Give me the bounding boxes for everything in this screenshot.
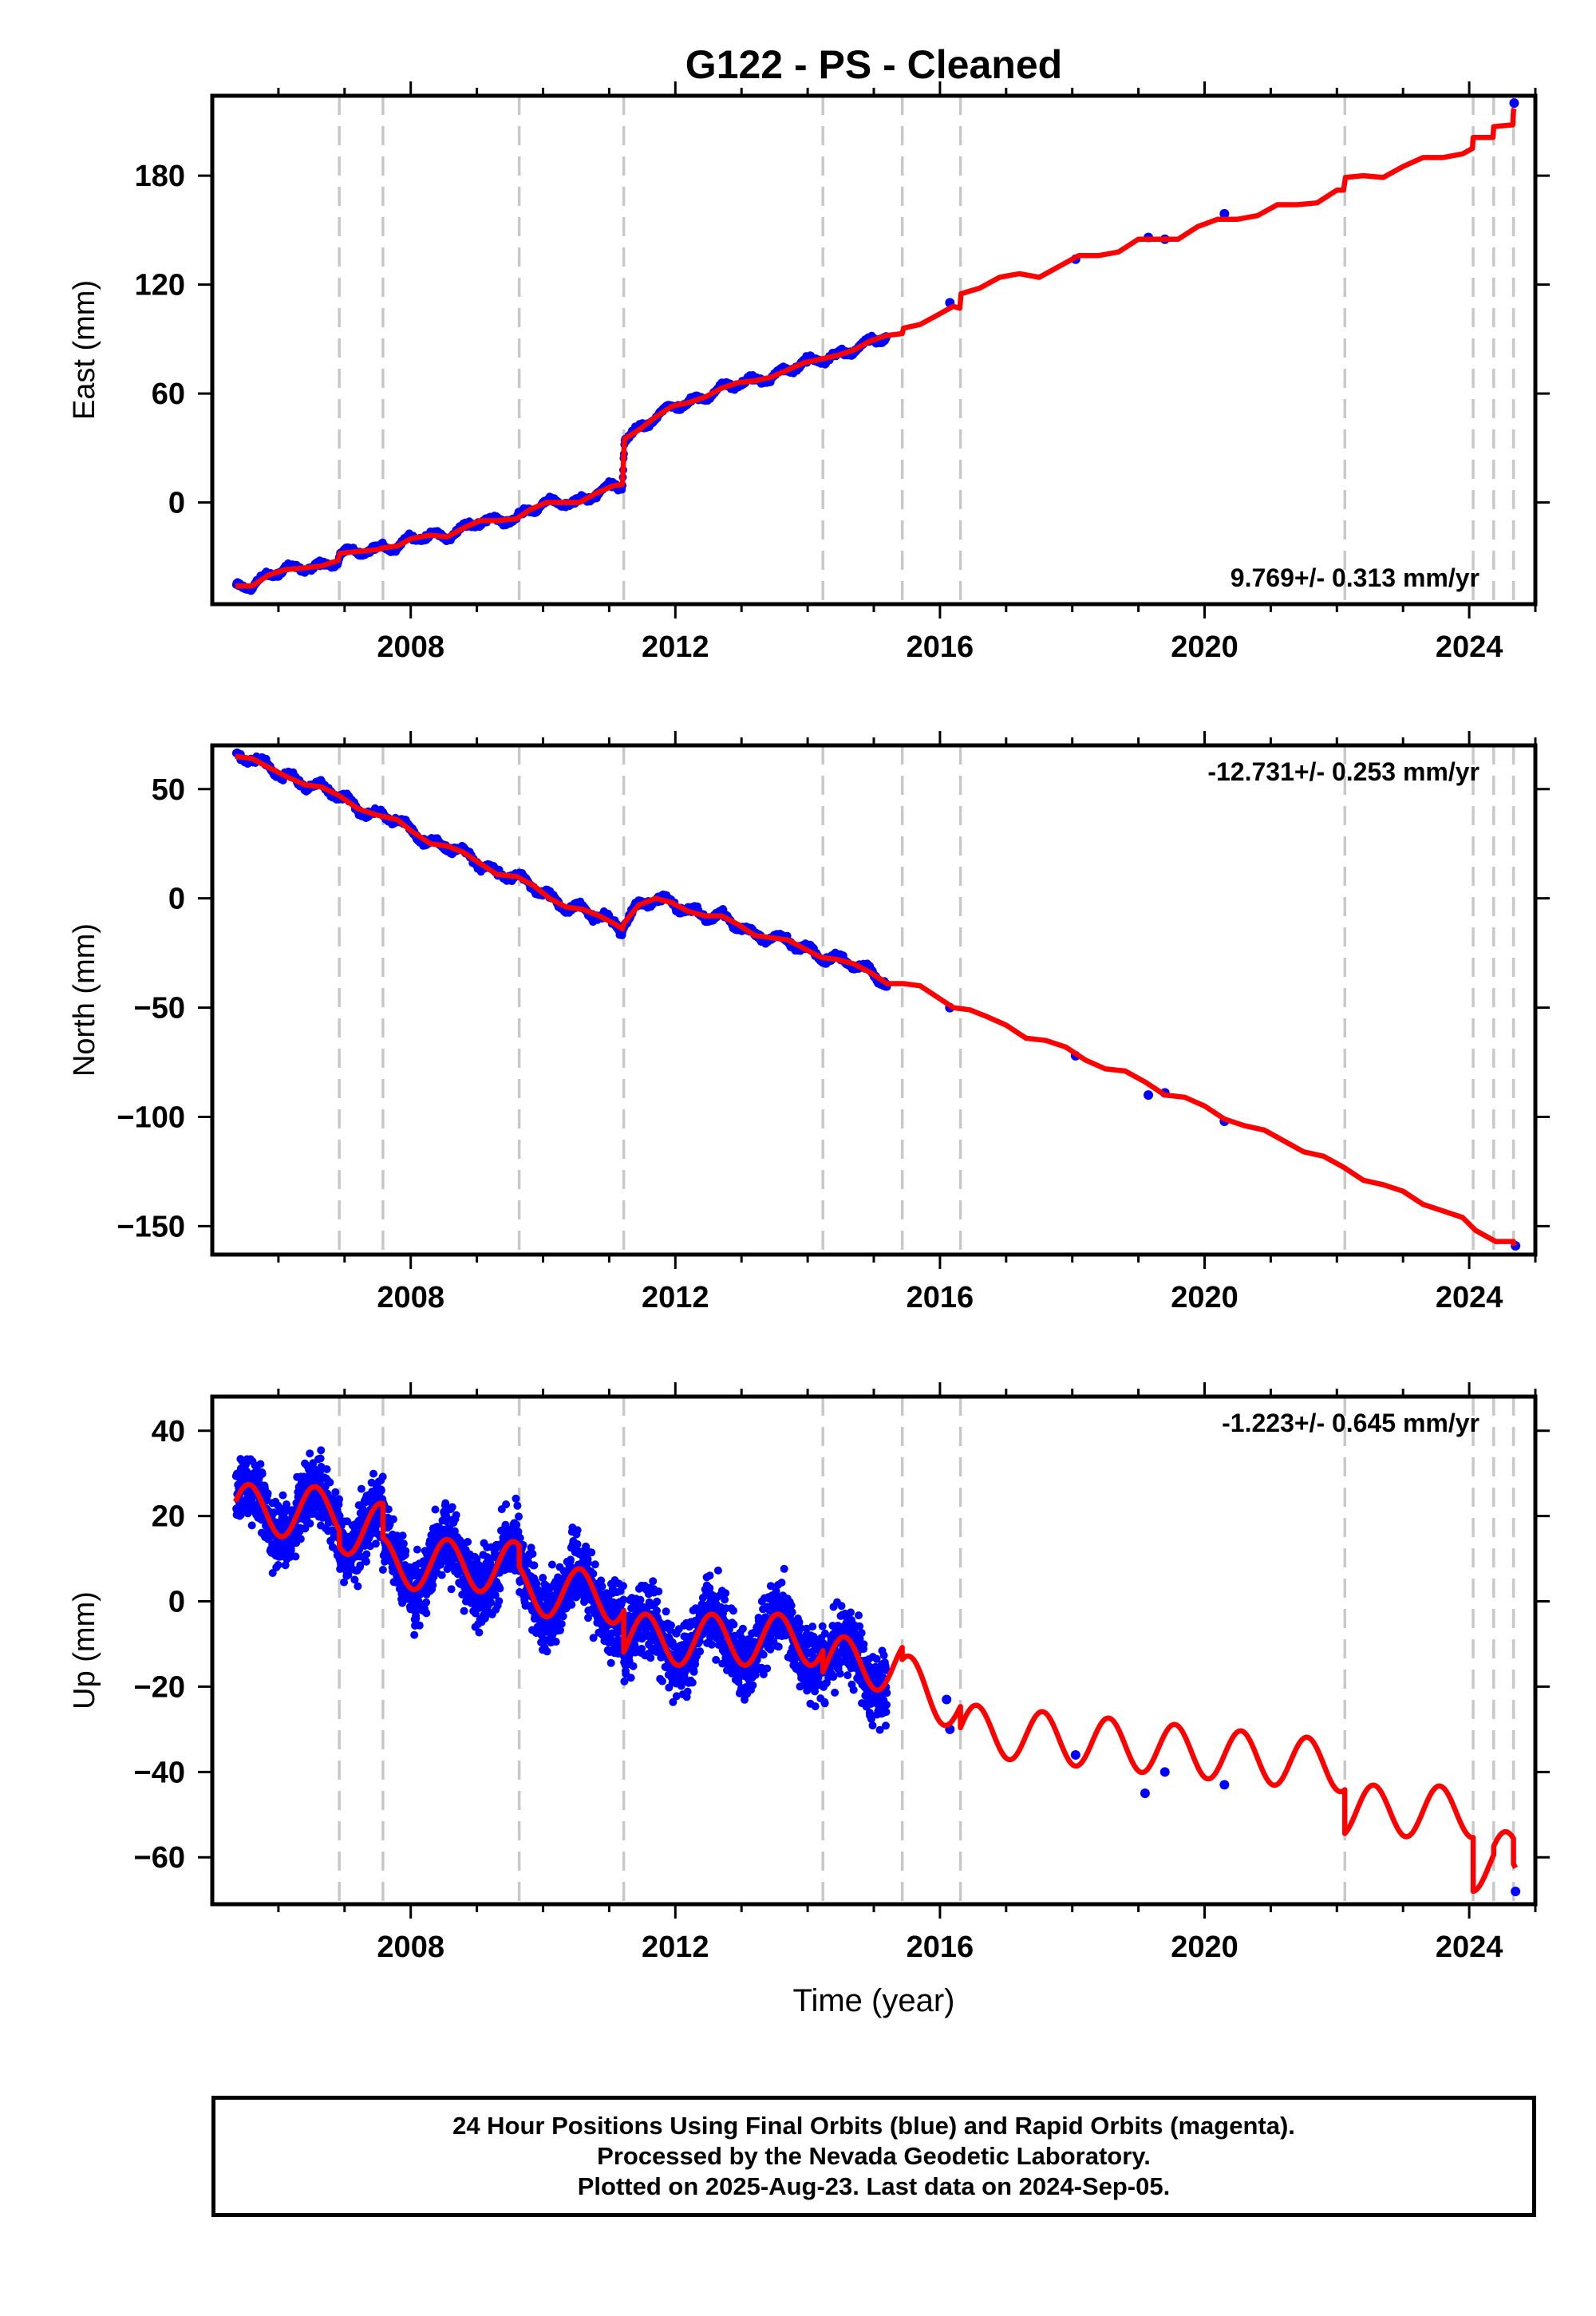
panel-north: −150 −100 −50 0 50 2008 2012 2016 2020 2024 North … xyxy=(68,731,1550,1314)
data-point-up-75 xyxy=(247,1521,256,1530)
xtick-label-east-2: 2016 xyxy=(907,630,974,664)
xtick-label-north-4: 2024 xyxy=(1436,1281,1503,1314)
data-point-up-115 xyxy=(256,1460,265,1468)
data-point-up-899 xyxy=(422,1609,431,1618)
sparse-point-north-2 xyxy=(1144,1090,1154,1101)
xtick-label-east-3: 2020 xyxy=(1171,630,1238,664)
data-point-up-941 xyxy=(431,1505,440,1514)
ytick-label-north-3: 0 xyxy=(168,883,185,916)
ytick-label-north-1: −100 xyxy=(117,1101,185,1134)
data-point-up-993 xyxy=(442,1512,451,1520)
data-point-up-1137 xyxy=(472,1555,481,1563)
data-point-up-1094 xyxy=(464,1538,472,1546)
panel-east: 0 60 120 180 2008 2012 2016 2020 2024 East (mm) 9.… xyxy=(68,81,1550,664)
data-point-up-321 xyxy=(300,1472,308,1481)
data-point-up-615 xyxy=(362,1557,370,1566)
data-point-up-305 xyxy=(296,1535,305,1543)
data-point-up-1021 xyxy=(448,1503,456,1512)
data-point-up-399 xyxy=(316,1454,325,1463)
data-point-up-787 xyxy=(398,1531,407,1540)
data-point-up-850 xyxy=(412,1614,421,1622)
data-point-up-199 xyxy=(274,1561,282,1569)
xtick-label-north-0: 2008 xyxy=(377,1281,444,1314)
data-point-up-867 xyxy=(415,1621,424,1630)
ylabel-east: East (mm) xyxy=(68,280,101,420)
data-point-up-560 xyxy=(350,1575,359,1584)
rate-label-east: 9.769+/- 0.313 mm/yr xyxy=(1231,563,1479,592)
data-point-up-348 xyxy=(306,1449,314,1458)
xtick-label-north-3: 2020 xyxy=(1171,1281,1238,1314)
xtick-label-east-0: 2008 xyxy=(377,630,444,664)
plot-area-north xyxy=(231,745,1521,1255)
data-point-up-260 xyxy=(286,1546,295,1555)
data-point-up-694 xyxy=(378,1566,387,1574)
data-point-up-233 xyxy=(281,1561,290,1570)
data-point-up-401 xyxy=(317,1446,326,1455)
data-point-up-1204 xyxy=(487,1599,496,1607)
data-point-up-842 xyxy=(410,1630,419,1639)
panels-group: 0 60 120 180 2008 2012 2016 2020 2024 East (mm) 9.… xyxy=(68,81,1550,2018)
data-point-up-686 xyxy=(377,1486,385,1495)
plot-area-east xyxy=(231,96,1519,604)
data-point-up-124 xyxy=(258,1469,267,1478)
data-point-up-592 xyxy=(357,1484,365,1493)
data-point-up-178 xyxy=(270,1508,279,1517)
sparse-point-east-4 xyxy=(1219,208,1230,219)
ytick-label-north-0: −150 xyxy=(117,1210,185,1243)
xtick-label-east-4: 2024 xyxy=(1436,630,1503,664)
data-points-east xyxy=(231,98,1519,595)
data-point-up-429 xyxy=(322,1465,331,1473)
data-point-up-720 xyxy=(384,1505,393,1514)
data-point-up-469 xyxy=(331,1488,340,1496)
data-point-up-972 xyxy=(437,1571,446,1579)
data-point-up-1077 xyxy=(460,1607,468,1615)
data-points-north xyxy=(231,748,1521,1251)
rate-label-north: -12.731+/- 0.253 mm/yr xyxy=(1207,757,1479,786)
data-point-up-349 xyxy=(306,1520,314,1528)
figure-title: G122 - PS - Cleaned xyxy=(685,42,1062,87)
data-point-up-281 xyxy=(291,1552,300,1561)
data-point-up-693 xyxy=(378,1472,387,1481)
data-point-up-443 xyxy=(326,1478,334,1487)
data-point-up-1225 xyxy=(491,1591,500,1599)
data-point-up-801 xyxy=(401,1547,410,1555)
data-point-up-856 xyxy=(413,1545,421,1554)
data-point-up-150 xyxy=(263,1489,272,1498)
data-point-up-649 xyxy=(369,1469,377,1478)
sparse-point-east-5 xyxy=(1509,98,1519,109)
data-point-up-575 xyxy=(354,1582,362,1591)
frame-east xyxy=(210,93,1538,607)
data-point-up-616 xyxy=(362,1550,371,1559)
data-points-up xyxy=(231,1446,1521,1896)
data-point-up-743 xyxy=(389,1515,397,1524)
xtick-label-north-2: 2016 xyxy=(907,1281,974,1314)
data-point-up-510 xyxy=(340,1578,349,1587)
xtick-label-east-1: 2012 xyxy=(642,630,709,664)
data-point-up-1148 xyxy=(475,1628,484,1637)
ytick-label-east-0: 0 xyxy=(168,487,185,520)
xtick-label-north-1: 2012 xyxy=(642,1281,709,1314)
data-point-up-929 xyxy=(429,1581,437,1590)
data-point-up-660 xyxy=(371,1539,380,1548)
data-point-up-487 xyxy=(335,1495,343,1504)
data-point-up-1040 xyxy=(452,1511,460,1520)
data-point-up-221 xyxy=(279,1491,287,1500)
data-point-up-22 xyxy=(236,1511,245,1520)
ytick-label-north-4: 50 xyxy=(152,773,185,807)
data-point-up-792 xyxy=(399,1539,408,1548)
ytick-label-east-2: 120 xyxy=(135,269,185,302)
data-point-up-989 xyxy=(441,1499,450,1508)
fit-line-north xyxy=(235,753,1517,1247)
fit-line-east xyxy=(235,107,1517,589)
ytick-label-east-3: 180 xyxy=(135,160,185,193)
data-point-up-1017 xyxy=(447,1585,456,1594)
plot-area-up xyxy=(231,1397,1521,1904)
data-point-up-898 xyxy=(422,1598,431,1607)
ytick-label-east-1: 60 xyxy=(152,377,185,411)
data-point-up-586 xyxy=(356,1561,365,1570)
ylabel-north: North (mm) xyxy=(68,923,101,1077)
ytick-label-north-2: −50 xyxy=(134,992,185,1026)
